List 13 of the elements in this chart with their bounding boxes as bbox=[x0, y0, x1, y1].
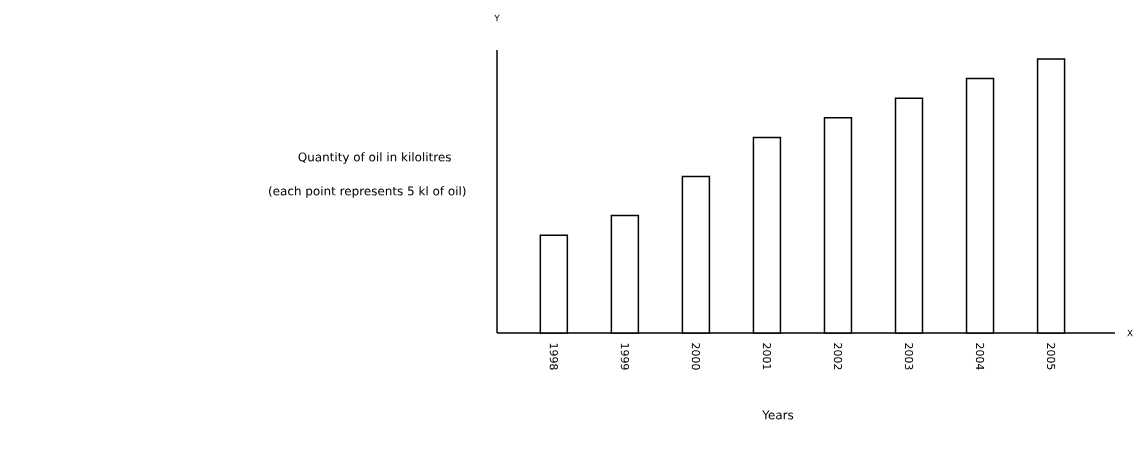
text: Y bbox=[494, 14, 500, 22]
x-tick-label: 2005 bbox=[1046, 343, 1056, 370]
x-tick-label: 2001 bbox=[762, 343, 772, 370]
text: (each point represents 5 kl of oil) bbox=[269, 186, 466, 198]
x-tick-label: 2004 bbox=[975, 343, 985, 370]
x-axis-title: Years bbox=[762, 410, 794, 420]
y-axis-title: Quantity of oil in kilolitres bbox=[298, 152, 451, 164]
x-tick-label: 1999 bbox=[620, 343, 630, 370]
x-tick-label: 1998 bbox=[549, 343, 558, 370]
x-tick-label: 2002 bbox=[833, 343, 843, 370]
x-tick-label: 2003 bbox=[904, 343, 914, 370]
x-tick-label: 2000 bbox=[691, 343, 701, 370]
text: X bbox=[1127, 329, 1133, 337]
